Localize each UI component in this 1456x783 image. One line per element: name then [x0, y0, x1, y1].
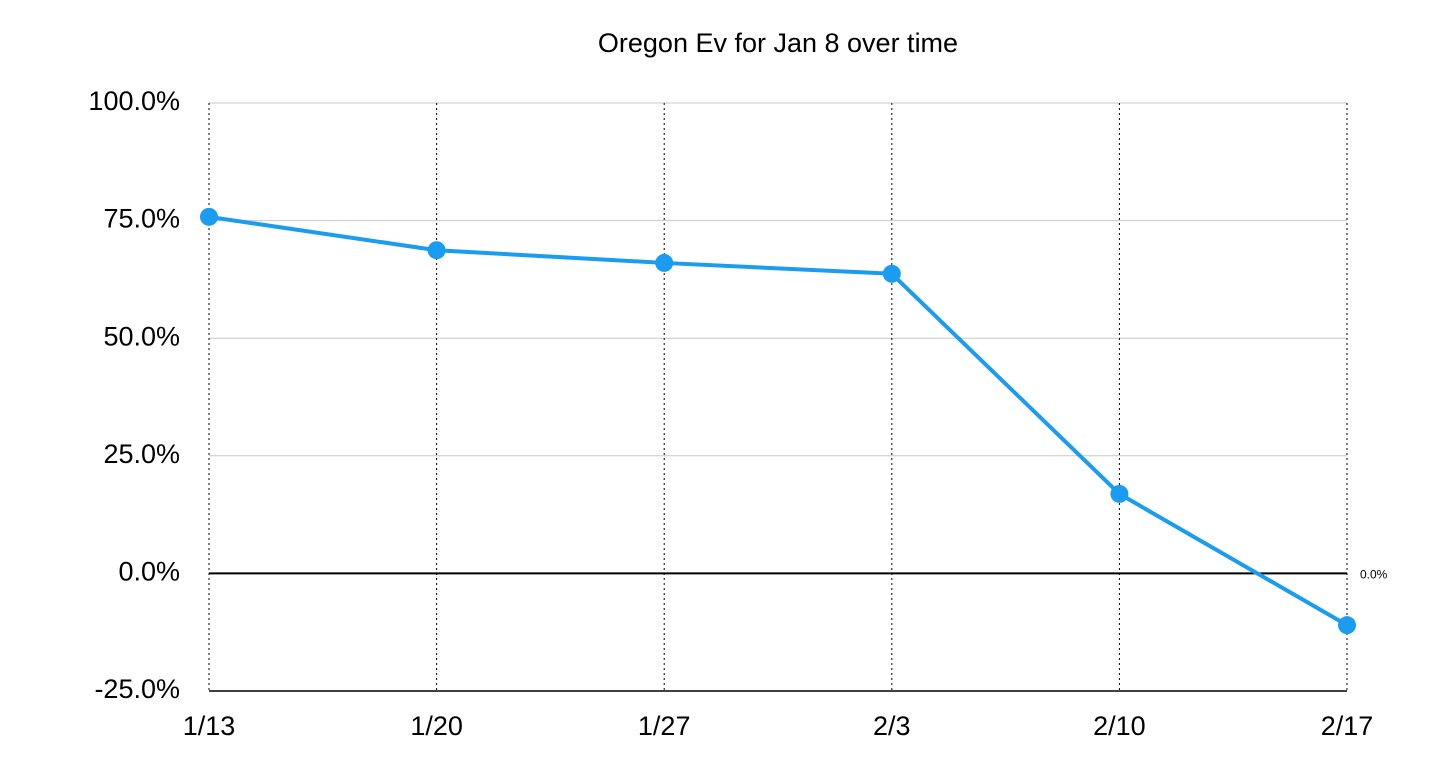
y-tick-label: 75.0% [103, 204, 180, 234]
x-tick-label: 1/20 [410, 711, 463, 741]
x-tick-label: 2/10 [1093, 711, 1146, 741]
y-tick-label: -25.0% [94, 674, 180, 704]
line [208, 214, 1348, 627]
point [427, 241, 446, 260]
x-tick-label: 1/13 [183, 711, 236, 741]
y-tick-label: 100.0% [88, 86, 180, 116]
point [1110, 484, 1129, 503]
y-tick-label: 50.0% [103, 321, 180, 351]
y-tick-label: 25.0% [103, 439, 180, 469]
x-tick-label: 1/27 [638, 711, 691, 741]
chart-title: Oregon Ev for Jan 8 over time [598, 28, 958, 58]
y-tick-label: 0.0% [118, 557, 180, 587]
reference-line-label: 0.0% [1360, 568, 1388, 582]
x-tick-label: 2/3 [873, 711, 911, 741]
point [1338, 616, 1356, 635]
point [882, 264, 901, 283]
point [655, 253, 674, 272]
x-tick-label: 2/17 [1321, 711, 1374, 741]
point [200, 207, 218, 226]
